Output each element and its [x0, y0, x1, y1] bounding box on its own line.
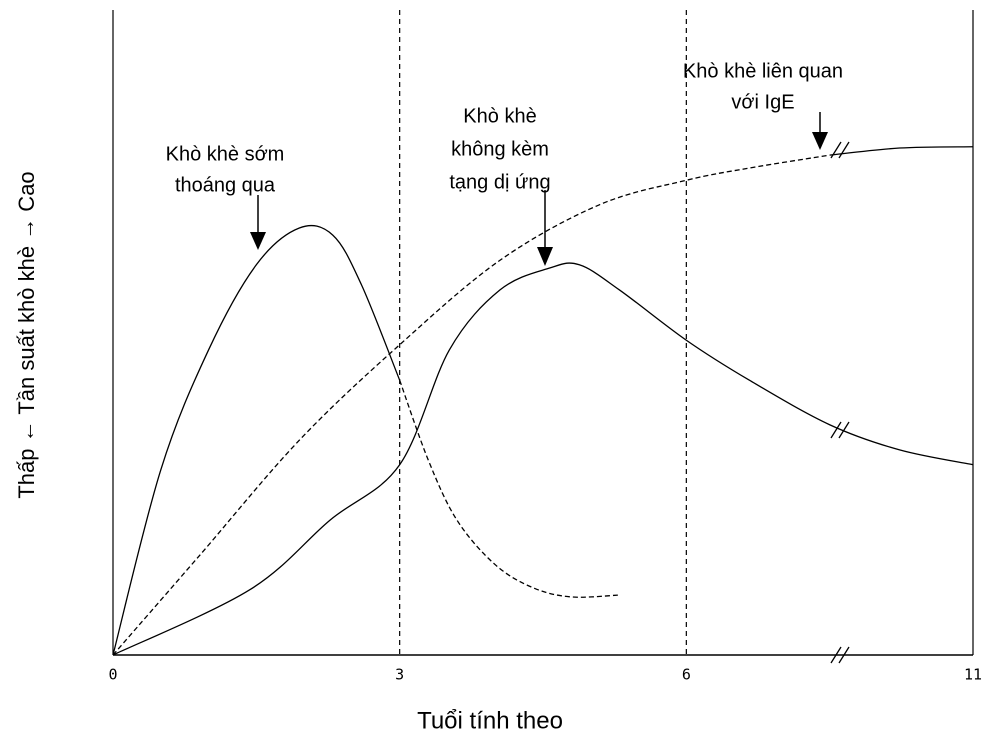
x-tick-label: 11	[964, 666, 982, 684]
annotation: Khò khè sớm	[166, 143, 285, 165]
line-series	[829, 146, 974, 156]
x-tick-label: 3	[395, 666, 404, 684]
line-series	[399, 380, 620, 598]
line-series	[112, 262, 974, 656]
annotation: thoáng qua	[175, 174, 276, 196]
x-tick-label: 6	[682, 666, 691, 684]
arrows	[250, 112, 828, 266]
annotation: không kèm	[451, 138, 549, 160]
axis-break	[830, 141, 842, 159]
axis-break	[838, 141, 850, 159]
axis-break	[838, 421, 850, 439]
y-axis-label: Thấp ← Tần suất khò khè → Cao	[14, 171, 39, 498]
axis-break	[838, 646, 850, 664]
axis-break	[830, 646, 842, 664]
line-series	[112, 154, 830, 656]
annotation: với IgE	[731, 91, 794, 113]
annotation: tạng dị ứng	[449, 171, 550, 193]
annotation: Khò khè liên quan	[683, 60, 843, 82]
annotation: Khò khè	[463, 105, 536, 127]
x-tick-label: 0	[108, 666, 117, 684]
axis-break	[830, 421, 842, 439]
x-axis-label: Tuổi tính theo	[417, 707, 563, 734]
line-series	[112, 224, 401, 656]
